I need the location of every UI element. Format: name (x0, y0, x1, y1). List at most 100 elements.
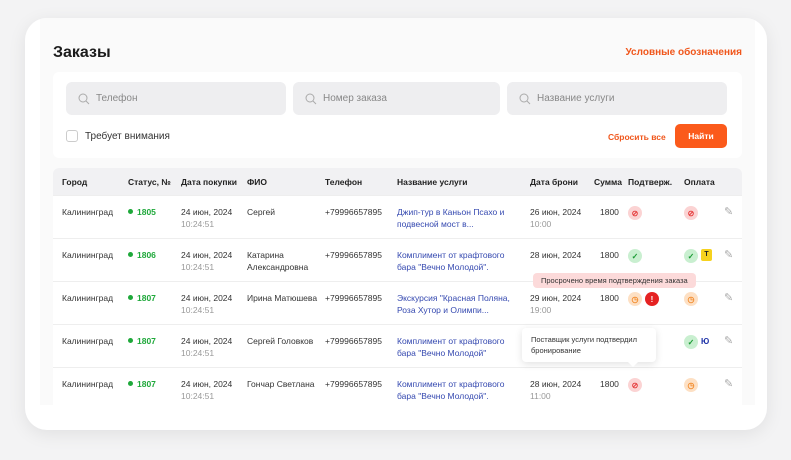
purchase-time: 10:24:51 (181, 305, 215, 315)
phone-placeholder: Телефон (96, 93, 138, 104)
column-header: Дата брони (530, 177, 579, 187)
payment-declined-icon[interactable]: ⊘ (684, 206, 698, 220)
edit-pencil-icon[interactable]: ✎ (724, 335, 734, 347)
service-link[interactable]: Комплимент от крафтового бара "Вечно Мол… (397, 249, 517, 273)
purchase-time: 10:24:51 (181, 348, 215, 358)
cell: 29 июн, 2024 19:00 (530, 292, 592, 316)
service-link[interactable]: Джип-тур в Каньон Псахо и подвесной мост… (397, 206, 517, 230)
cell: 24 июн, 2024 10:24:51 (181, 206, 247, 230)
service-search-input[interactable]: Название услуги (507, 82, 727, 115)
cell: 1807 (128, 378, 178, 390)
table-header: Город Статус, № Дата покупки ФИО Телефон Назв… (53, 168, 742, 195)
customer-name: Сергей Головков (247, 336, 314, 346)
phone: +79996657895 (325, 293, 382, 303)
service-name[interactable]: Экскурсия "Красная Поляна, Роза Хутор и … (397, 293, 510, 315)
edit-pencil-icon[interactable]: ✎ (724, 249, 734, 261)
cell: 1806 (128, 249, 178, 261)
cell: Калининград (62, 206, 127, 218)
cell: Калининград (62, 249, 127, 261)
payment-check-icon[interactable]: ✓ (684, 249, 698, 263)
confirm-check-icon[interactable]: ✓ (628, 249, 642, 263)
confirm-declined-icon[interactable]: ⊘ (628, 206, 642, 220)
checkbox-box[interactable] (66, 130, 78, 142)
column-header: Статус, № (128, 177, 171, 187)
cell: Ирина Матюшева (247, 292, 322, 304)
purchase-date: 24 июн, 2024 (181, 250, 233, 260)
service-placeholder: Название услуги (537, 93, 615, 104)
booking-time: 19:00 (530, 305, 552, 315)
booking-date: 28 июн, 2024 (530, 250, 582, 260)
purchase-time: 10:24:51 (181, 262, 215, 272)
cell: 24 июн, 2024 10:24:51 (181, 292, 247, 316)
order-search-input[interactable]: Номер заказа (293, 82, 500, 115)
purchase-date: 24 июн, 2024 (181, 293, 233, 303)
confirm-declined-icon[interactable]: ⊘ (628, 378, 642, 392)
purchase-date: 24 июн, 2024 (181, 379, 233, 389)
phone: +79996657895 (325, 336, 382, 346)
phone: +79996657895 (325, 250, 382, 260)
edit-pencil-icon[interactable]: ✎ (724, 292, 734, 304)
cell: +79996657895 (325, 292, 395, 304)
cell: +79996657895 (325, 335, 395, 347)
payment-clock-icon[interactable]: ◷ (684, 378, 698, 392)
cell: Сергей Головков (247, 335, 322, 347)
amount: 1800 (600, 207, 619, 217)
cell: 1800 (600, 378, 630, 390)
edit-pencil-icon[interactable]: ✎ (724, 206, 734, 218)
confirmed-tooltip: Поставщик услуги подтвердил бронирование (522, 328, 656, 367)
service-link[interactable]: Экскурсия "Красная Поляна, Роза Хутор и … (397, 292, 517, 316)
cell: +79996657895 (325, 206, 395, 218)
service-name[interactable]: Комплимент от крафтового бара "Вечно Мол… (397, 250, 505, 272)
confirm-overdue-icon[interactable]: ! (645, 292, 659, 306)
booking-date: 26 июн, 2024 (530, 207, 582, 217)
customer-name: Катарина Александровна (247, 250, 309, 272)
cell: 1800 (600, 249, 630, 261)
find-button[interactable]: Найти (675, 124, 727, 148)
edit-pencil-icon[interactable]: ✎ (724, 378, 734, 390)
table-row[interactable]: Калининград 1805 24 июн, 2024 10:24:51 Серге… (53, 195, 742, 238)
city: Калининград (62, 379, 114, 389)
payment-check-icon[interactable]: ✓ (684, 335, 698, 349)
column-header: Телефон (325, 177, 363, 187)
yoomoney-icon: Ю (701, 337, 710, 346)
payment-clock-icon[interactable]: ◷ (684, 292, 698, 306)
reset-button[interactable]: Сбросить все (608, 132, 666, 142)
booking-date: 29 июн, 2024 (530, 293, 582, 303)
table-row[interactable]: Калининград 1807 24 июн, 2024 10:24:51 Ирина… (53, 281, 742, 324)
cell: Калининград (62, 335, 127, 347)
filter-panel: Телефон Номер заказа Название услуги Тре… (53, 72, 742, 158)
phone: +79996657895 (325, 207, 382, 217)
purchase-time: 10:24:51 (181, 219, 215, 229)
column-header: Сумма (594, 177, 622, 187)
table-row[interactable]: Калининград 1807 24 июн, 2024 10:24:51 Серге… (53, 324, 742, 367)
overdue-tooltip: Просрочено время подтверждения заказа (533, 273, 696, 288)
cell: 26 июн, 2024 10:00 (530, 206, 592, 230)
legend-link[interactable]: Условные обозначения (625, 47, 742, 58)
purchase-date: 24 июн, 2024 (181, 207, 233, 217)
order-number: 1807 (128, 379, 156, 389)
phone-search-input[interactable]: Телефон (66, 82, 286, 115)
attention-checkbox[interactable]: Требует внимания (66, 130, 170, 142)
content-area: Заказы Условные обозначения Телефон Номе… (40, 18, 755, 405)
cell: 28 июн, 2024 (530, 249, 592, 261)
service-link[interactable]: Комплимент от крафтового бара "Вечно Мол… (397, 378, 517, 402)
order-number: 1807 (128, 336, 156, 346)
city: Калининград (62, 207, 114, 217)
table-row[interactable]: Калининград 1806 24 июн, 2024 10:24:51 Катар… (53, 238, 742, 281)
order-placeholder: Номер заказа (323, 93, 387, 104)
confirm-clock-icon[interactable]: ◷ (628, 292, 642, 306)
service-name[interactable]: Комплимент от крафтового бара "Вечно Мол… (397, 379, 505, 401)
table-row[interactable]: Калининград 1807 24 июн, 2024 10:24:51 Гонча… (53, 367, 742, 405)
service-name[interactable]: Комплимент от крафтового бара "Вечно Мол… (397, 336, 505, 358)
service-name[interactable]: Джип-тур в Каньон Псахо и подвесной мост… (397, 207, 505, 229)
column-header: Город (62, 177, 88, 187)
customer-name: Ирина Матюшева (247, 293, 318, 303)
cell: 28 июн, 2024 11:00 (530, 378, 592, 402)
cell: 1800 (600, 206, 630, 218)
service-link[interactable]: Комплимент от крафтового бара "Вечно Мол… (397, 335, 517, 359)
cell: 1807 (128, 292, 178, 304)
order-number: 1806 (128, 250, 156, 260)
cell: +79996657895 (325, 249, 395, 261)
cell: Сергей (247, 206, 322, 218)
search-icon (519, 93, 531, 104)
